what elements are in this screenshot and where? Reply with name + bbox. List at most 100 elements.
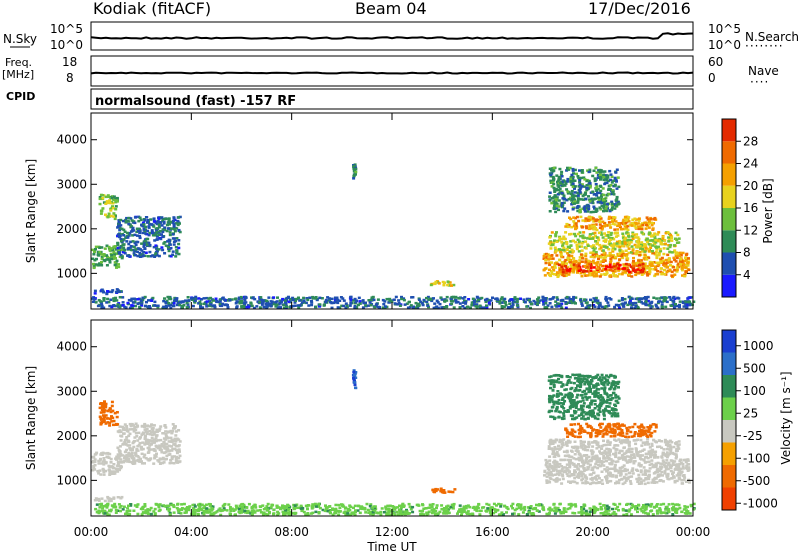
data-cell [411,296,415,299]
data-cell [174,222,178,225]
data-cell [115,266,118,269]
data-cell [567,480,570,483]
data-cell [603,468,607,471]
data-cell [165,457,168,461]
data-cell [154,252,158,255]
data-cell [658,261,662,264]
data-cell [106,297,110,301]
data-cell [555,240,559,243]
data-cell [662,463,666,467]
data-cell [134,432,138,435]
data-cell [609,261,612,264]
data-cell [97,299,101,302]
data-cell [170,227,174,230]
data-cell [118,450,121,453]
data-cell [569,244,573,247]
data-cell [586,431,590,435]
data-cell [364,301,367,304]
data-cell [107,300,111,304]
data-cell [500,301,504,304]
data-cell [681,467,685,470]
data-cell [176,300,180,303]
data-cell [529,306,532,310]
data-cell [583,191,587,195]
data-cell [558,438,562,442]
data-cell [584,217,588,220]
data-cell [587,465,591,469]
data-cell [673,258,677,262]
data-cell [591,255,595,258]
data-cell [384,305,387,308]
data-cell [623,225,627,228]
data-cell [611,269,615,272]
data-cell [139,436,142,439]
data-cell [609,257,613,260]
data-cell [109,252,113,256]
data-cell [639,463,643,467]
data-cell [113,215,117,218]
data-cell [597,196,600,199]
data-cell [145,432,149,436]
data-cell [592,228,596,231]
data-cell [92,262,95,266]
data-cell [552,439,556,443]
data-cell [595,171,599,174]
data-cell [596,241,599,245]
data-cell [147,233,151,237]
data-cell [100,306,104,310]
data-cell [258,297,262,301]
data-cell [632,460,636,463]
data-cell [94,497,98,500]
data-cell [354,173,357,176]
data-cell [654,273,658,276]
data-cell [175,297,179,300]
data-cell [605,478,608,481]
data-cell [572,265,576,269]
data-cell [152,245,156,249]
data-cell [650,442,654,446]
data-cell [656,306,660,309]
data-cell [572,194,576,198]
data-cell [585,301,589,304]
data-cell [580,274,584,278]
data-cell [646,442,650,446]
data-cell [547,242,551,245]
data-cell [560,180,564,183]
data-cell [614,455,618,459]
data-cell [453,488,457,491]
data-cell [683,302,687,305]
data-cell [577,242,581,245]
data-cell [116,462,120,465]
data-cell [675,474,679,477]
data-cell [594,296,598,300]
data-cell [572,220,576,223]
data-cell [133,249,137,253]
data-cell [572,463,576,466]
data-cell [681,301,685,305]
data-cell [642,243,646,246]
data-cell [652,296,656,299]
data-cell [556,184,560,187]
data-cell [107,256,111,260]
data-cell [586,169,590,172]
data-cell [163,252,167,255]
data-cell [585,477,589,480]
data-cell [400,297,404,301]
data-cell [586,259,590,263]
data-cell [167,246,170,249]
data-cell [654,462,658,465]
data-cell [591,217,595,220]
nave-label: Nave [748,64,779,78]
data-cell [98,262,101,265]
data-cell [561,466,565,469]
data-cell [446,283,450,287]
data-cell [605,265,608,268]
data-cell [582,463,586,467]
data-cell [598,200,602,203]
data-cell [133,221,137,225]
data-cell [667,258,671,262]
data-cell [646,265,650,268]
data-cell [136,254,140,258]
data-cell [116,303,120,306]
